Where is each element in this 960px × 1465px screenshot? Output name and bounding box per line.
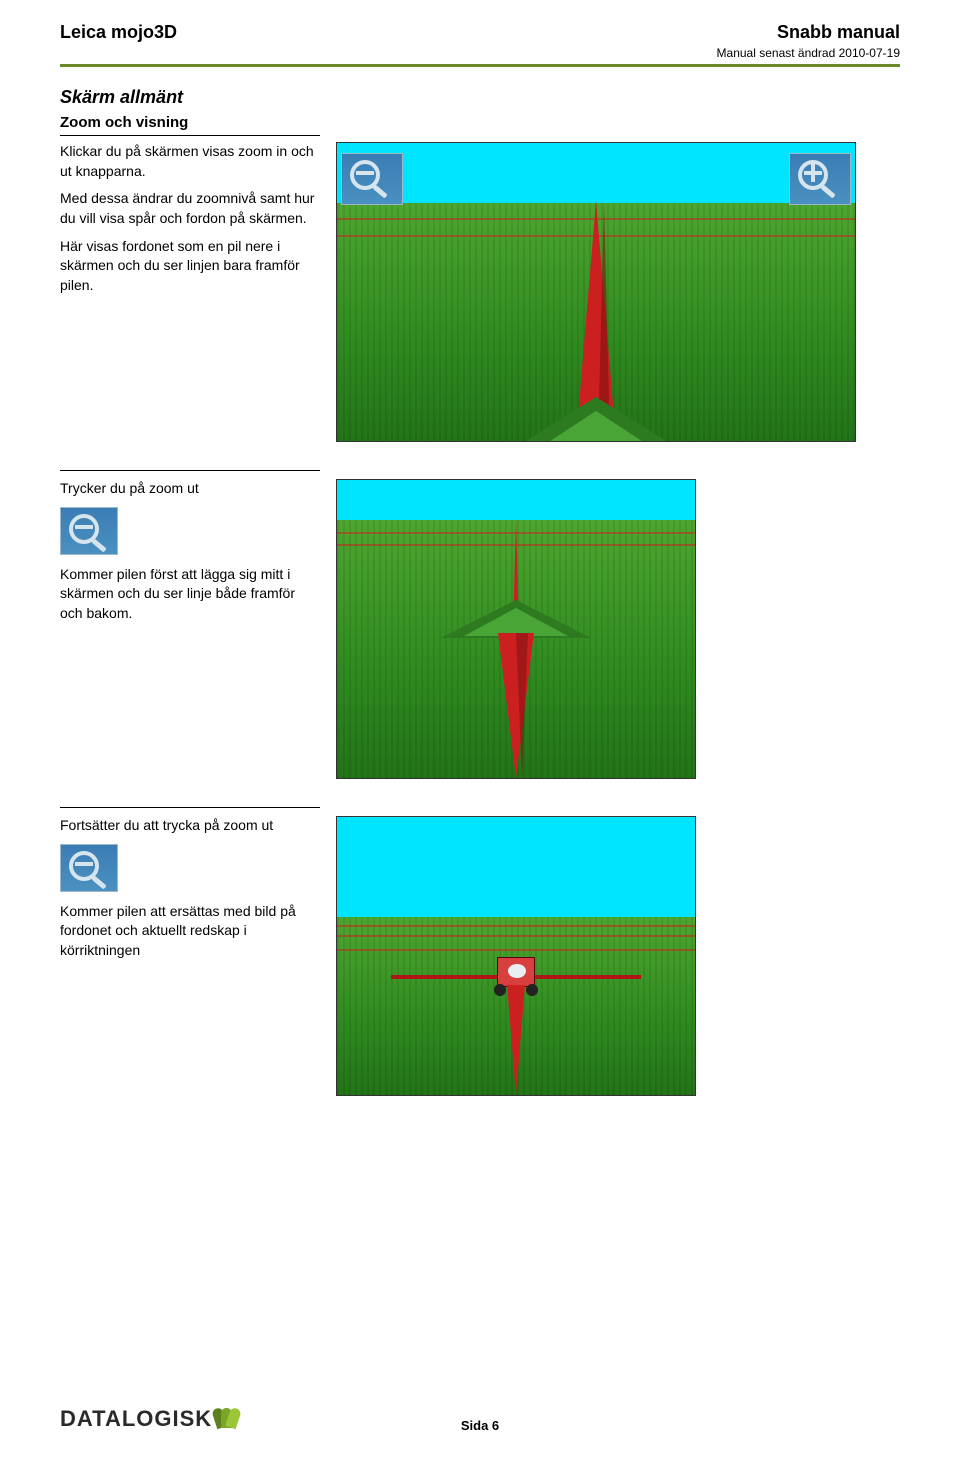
header-manual-title: Snabb manual xyxy=(717,20,900,45)
header-last-changed: Manual senast ändrad 2010-07-19 xyxy=(717,45,900,62)
page-number: Sida 6 xyxy=(461,1417,499,1435)
subsection-title: Zoom och visning xyxy=(60,112,320,136)
header-left-title: Leica mojo3D xyxy=(60,20,177,45)
plus-icon xyxy=(804,171,822,175)
zoom-out-icon xyxy=(60,844,118,892)
block3-text: Fortsätter du att trycka på zoom ut Komm… xyxy=(60,816,320,968)
zoom-in-button[interactable] xyxy=(789,153,851,205)
block-zoom-out-step1: Trycker du på zoom ut Kommer pilen först… xyxy=(60,479,900,779)
block1-p1: Klickar du på skärmen visas zoom in och … xyxy=(60,142,320,181)
screenshot-zoom-mid xyxy=(336,479,696,779)
block-zoom-out-step2: Fortsätter du att trycka på zoom ut Komm… xyxy=(60,816,900,1096)
vehicle-arrow-highlight-icon xyxy=(541,411,651,442)
block1-image-wrap xyxy=(336,142,900,442)
header-right: Snabb manual Manual senast ändrad 2010-0… xyxy=(717,20,900,62)
datalogisk-logo: DATALOGISK xyxy=(60,1404,238,1435)
block1-text: Klickar du på skärmen visas zoom in och … xyxy=(60,142,320,303)
block2-text: Trycker du på zoom ut Kommer pilen först… xyxy=(60,479,320,631)
block3-image-wrap xyxy=(336,816,900,1096)
screenshot-zoom-far xyxy=(336,816,696,1096)
block1-p3: Här visas fordonet som en pil nere i skä… xyxy=(60,237,320,296)
track-line xyxy=(337,935,695,937)
guidance-line-back xyxy=(507,985,525,1095)
leaf-icon xyxy=(214,1408,238,1432)
magnifier-icon xyxy=(350,160,380,190)
magnifier-icon xyxy=(69,851,99,881)
sky xyxy=(337,143,855,203)
block3-p1: Kommer pilen att ersättas med bild på fo… xyxy=(60,902,320,961)
minus-icon xyxy=(75,862,93,866)
minus-icon xyxy=(75,525,93,529)
track-line xyxy=(337,949,695,951)
logo-text: DATALOGISK xyxy=(60,1404,212,1435)
minus-icon xyxy=(356,171,374,175)
block3-heading: Fortsätter du att trycka på zoom ut xyxy=(60,816,320,836)
sky xyxy=(337,817,695,917)
vehicle-arrow-highlight-icon xyxy=(464,608,568,636)
screenshot-zoom-initial xyxy=(336,142,856,442)
divider xyxy=(60,470,320,471)
block2-image-wrap xyxy=(336,479,900,779)
magnifier-icon xyxy=(69,514,99,544)
track-line xyxy=(337,925,695,927)
zoom-out-icon xyxy=(60,507,118,555)
page-header: Leica mojo3D Snabb manual Manual senast … xyxy=(60,20,900,67)
divider xyxy=(60,807,320,808)
vehicle-window-icon xyxy=(508,964,526,978)
guidance-line-back-shadow xyxy=(516,633,528,778)
block2-heading: Trycker du på zoom ut xyxy=(60,479,320,499)
block2-p1: Kommer pilen först att lägga sig mitt i … xyxy=(60,565,320,624)
block1-p2: Med dessa ändrar du zoomnivå samt hur du… xyxy=(60,189,320,228)
zoom-out-button[interactable] xyxy=(341,153,403,205)
sky xyxy=(337,480,695,520)
vehicle-icon xyxy=(497,957,535,987)
block-zoom-overview: Klickar du på skärmen visas zoom in och … xyxy=(60,142,900,442)
section-title: Skärm allmänt xyxy=(60,85,900,110)
